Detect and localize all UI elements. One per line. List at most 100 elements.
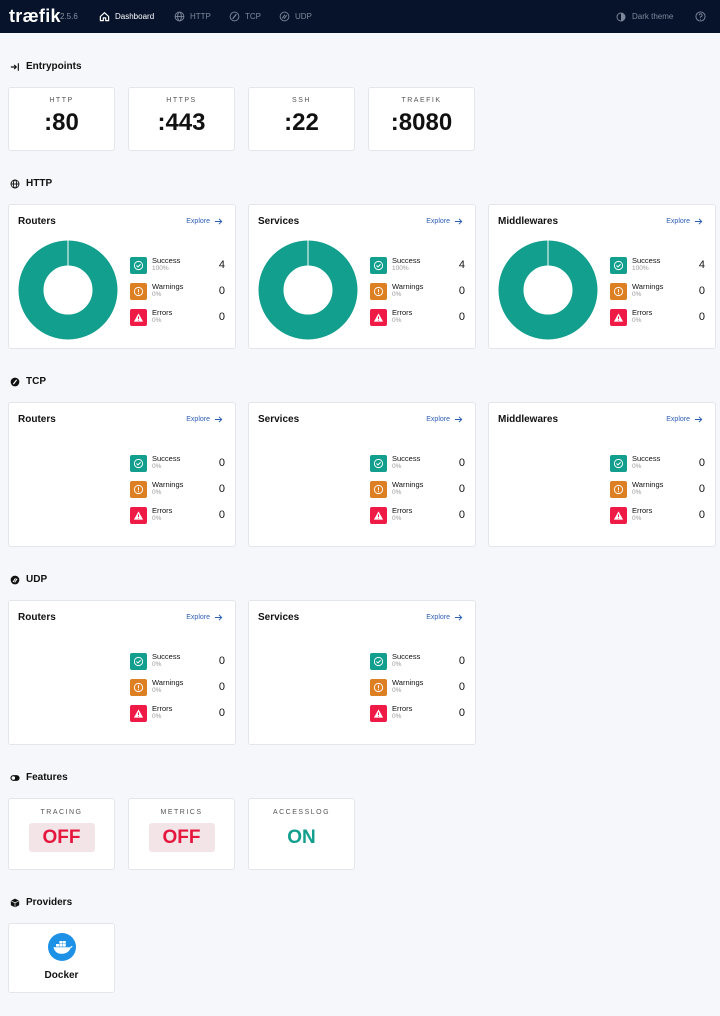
stat-percent: 0% bbox=[632, 463, 642, 470]
entrypoints-section-title: Entrypoints bbox=[10, 61, 82, 72]
stat-label: Success bbox=[152, 454, 181, 463]
explore-label: Explore bbox=[186, 416, 210, 423]
stat-percent: 0% bbox=[392, 317, 402, 324]
stat-count: 0 bbox=[458, 483, 465, 495]
stat-percent: 100% bbox=[152, 265, 169, 272]
stat-count: 0 bbox=[458, 707, 465, 719]
explore-label: Explore bbox=[666, 416, 690, 423]
warning-badge bbox=[370, 481, 387, 498]
nav-dashboard[interactable]: Dashboard bbox=[99, 0, 154, 33]
explore-link[interactable]: Explore bbox=[186, 217, 223, 226]
stat-count: 0 bbox=[218, 655, 225, 667]
provider-card-docker: Docker bbox=[8, 923, 115, 993]
explore-label: Explore bbox=[426, 416, 450, 423]
error-badge bbox=[370, 507, 387, 524]
entrypoint-address: :80 bbox=[44, 109, 79, 136]
error-badge bbox=[610, 309, 627, 326]
stat-count: 0 bbox=[218, 509, 225, 521]
nav-udp-label: UDP bbox=[295, 12, 312, 21]
warning-badge bbox=[130, 679, 147, 696]
warning-badge bbox=[370, 283, 387, 300]
stat-success: Success 100% 4 bbox=[130, 256, 225, 274]
stat-errors: Errors 0% 0 bbox=[370, 704, 465, 722]
stat-warnings: Warnings 0% 0 bbox=[610, 282, 705, 300]
tcp-middlewares-card: Middlewares Explore Success 0% 0 Warnings 0… bbox=[488, 402, 716, 547]
stat-errors: Errors 0% 0 bbox=[130, 704, 225, 722]
nav-tcp[interactable]: TCP bbox=[229, 0, 261, 33]
features-title: Features bbox=[26, 772, 68, 783]
stat-percent: 0% bbox=[632, 291, 642, 298]
nav-http[interactable]: HTTP bbox=[174, 0, 211, 33]
explore-link[interactable]: Explore bbox=[186, 613, 223, 622]
feature-card-accesslog: ACCESSLOG ON bbox=[248, 798, 355, 870]
warning-triangle-icon bbox=[373, 709, 384, 718]
providers-title: Providers bbox=[26, 897, 73, 908]
warning-triangle-icon bbox=[373, 511, 384, 520]
explore-link[interactable]: Explore bbox=[426, 217, 463, 226]
stat-percent: 0% bbox=[152, 687, 162, 694]
entrypoint-card-https: HTTPS :443 bbox=[128, 87, 235, 151]
explore-link[interactable]: Explore bbox=[666, 217, 703, 226]
stat-label: Success bbox=[152, 652, 181, 661]
stat-count: 0 bbox=[218, 311, 225, 323]
entrypoint-name: SSH bbox=[292, 97, 311, 104]
stat-label: Success bbox=[152, 256, 181, 265]
stat-label: Errors bbox=[152, 506, 173, 515]
card-title: Services bbox=[258, 414, 300, 425]
tcp-title: TCP bbox=[26, 376, 46, 387]
explore-link[interactable]: Explore bbox=[666, 415, 703, 424]
stat-percent: 0% bbox=[152, 463, 162, 470]
exclamation-circle-icon bbox=[373, 286, 384, 297]
explore-link[interactable]: Explore bbox=[426, 415, 463, 424]
card-title: Routers bbox=[18, 216, 56, 227]
stat-label: Warnings bbox=[152, 282, 184, 291]
nav-udp[interactable]: UDP bbox=[279, 0, 312, 33]
stat-warnings: Warnings 0% 0 bbox=[370, 480, 465, 498]
stat-count: 0 bbox=[458, 457, 465, 469]
stat-label: Errors bbox=[392, 308, 413, 317]
success-badge bbox=[370, 653, 387, 670]
stat-percent: 0% bbox=[392, 661, 402, 668]
traefik-logo[interactable]: træfik bbox=[9, 6, 61, 26]
stat-percent: 0% bbox=[392, 713, 402, 720]
stat-label: Errors bbox=[152, 704, 173, 713]
help-icon[interactable] bbox=[695, 11, 706, 22]
entrypoints-title: Entrypoints bbox=[26, 61, 82, 72]
stat-label: Success bbox=[632, 454, 661, 463]
error-badge bbox=[370, 309, 387, 326]
dark-theme-toggle[interactable]: Dark theme bbox=[616, 0, 673, 33]
success-badge bbox=[370, 455, 387, 472]
stat-percent: 100% bbox=[392, 265, 409, 272]
tcp-icon bbox=[229, 11, 240, 22]
explore-link[interactable]: Explore bbox=[426, 613, 463, 622]
stat-percent: 0% bbox=[152, 515, 162, 522]
stat-warnings: Warnings 0% 0 bbox=[610, 480, 705, 498]
check-circle-icon bbox=[373, 260, 384, 271]
explore-link[interactable]: Explore bbox=[186, 415, 223, 424]
stat-errors: Errors 0% 0 bbox=[130, 506, 225, 524]
top-navbar: træfik 2.5.6 Dashboard HTTP TCP UDP Dark… bbox=[0, 0, 720, 33]
stat-errors: Errors 0% 0 bbox=[130, 308, 225, 326]
udp-icon bbox=[279, 11, 290, 22]
stat-label: Warnings bbox=[392, 678, 424, 687]
feature-name: TRACING bbox=[40, 809, 83, 816]
stat-label: Errors bbox=[632, 308, 653, 317]
tcp-section-title: TCP bbox=[10, 376, 46, 387]
stat-count: 0 bbox=[698, 285, 705, 297]
stat-count: 0 bbox=[218, 681, 225, 693]
card-title: Routers bbox=[18, 612, 56, 623]
udp-routers-card: Routers Explore Success 0% 0 Warnings 0% 0 E… bbox=[8, 600, 236, 745]
cube-icon bbox=[10, 898, 20, 907]
warning-badge bbox=[130, 283, 147, 300]
stat-count: 0 bbox=[458, 509, 465, 521]
stat-count: 0 bbox=[698, 311, 705, 323]
stat-percent: 0% bbox=[392, 291, 402, 298]
http-routers-card: Routers Explore Success 100% 4 Warnings 0% 0… bbox=[8, 204, 236, 349]
check-circle-icon bbox=[133, 260, 144, 271]
exclamation-circle-icon bbox=[373, 682, 384, 693]
entrypoint-card-http: HTTP :80 bbox=[8, 87, 115, 151]
tcp-routers-card: Routers Explore Success 0% 0 Warnings 0% 0 E… bbox=[8, 402, 236, 547]
tcp-icon bbox=[10, 377, 20, 386]
explore-label: Explore bbox=[186, 614, 210, 621]
nav-dashboard-label: Dashboard bbox=[115, 12, 155, 21]
